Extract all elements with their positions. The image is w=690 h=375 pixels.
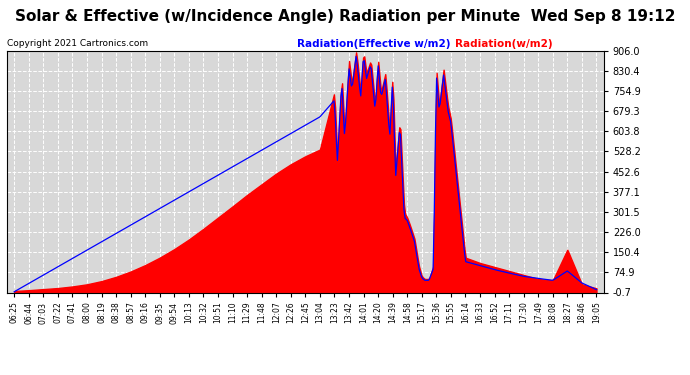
- Text: Radiation(w/m2): Radiation(w/m2): [455, 39, 553, 50]
- Text: Solar & Effective (w/Incidence Angle) Radiation per Minute  Wed Sep 8 19:12: Solar & Effective (w/Incidence Angle) Ra…: [14, 9, 676, 24]
- Text: Copyright 2021 Cartronics.com: Copyright 2021 Cartronics.com: [7, 39, 148, 48]
- Text: Radiation(Effective w/m2): Radiation(Effective w/m2): [297, 39, 450, 50]
